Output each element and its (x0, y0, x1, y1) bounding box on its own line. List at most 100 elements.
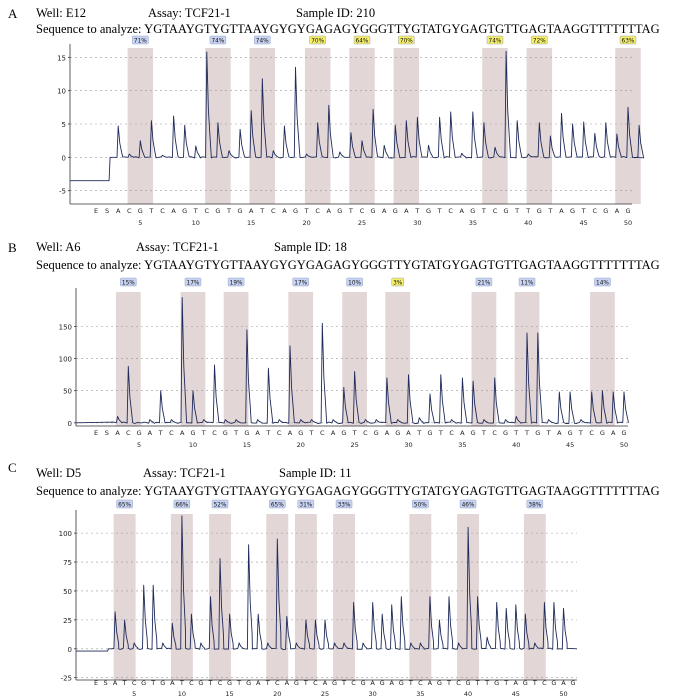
methylation-badge-box (353, 35, 371, 45)
dispensation-number: 50 (559, 690, 567, 698)
dispensation-letter: A (615, 207, 620, 215)
dispensation-letter: C (271, 207, 276, 215)
methylation-badge: 71% (132, 35, 149, 44)
dispensation-letter: C (313, 679, 318, 687)
dispensation-number: 10 (189, 441, 197, 449)
cpg-band (127, 48, 154, 204)
sequence-label: Sequence to analyze: YGTAAYGTYGTTAAYGYGY… (36, 22, 660, 36)
dispensation-number: 40 (512, 441, 520, 449)
dispensation-letter: A (559, 207, 564, 215)
dispensation-letter: G (371, 207, 376, 215)
methylation-badge: 66% (173, 499, 191, 508)
cpg-band (249, 48, 275, 204)
dispensation-letter: A (611, 429, 616, 437)
cpg-band (180, 292, 206, 426)
sequence-label: Sequence to analyze: YGTAAYGTYGTTAAYGYGY… (36, 484, 660, 498)
dispensation-letter: A (115, 429, 120, 437)
dispensation-letter: T (309, 429, 314, 437)
cpg-band (471, 292, 497, 426)
dispensation-letter: G (137, 429, 142, 437)
methylation-badge: 74% (209, 35, 227, 44)
dispensation-letter: C (275, 679, 280, 687)
dispensation-number: 15 (247, 219, 255, 227)
methylation-badge: 70% (398, 35, 415, 44)
methylation-badge-box (184, 277, 202, 287)
dispensation-letter: G (466, 679, 471, 687)
y-tick-label: -25 (61, 675, 72, 683)
methylation-badge-box (120, 277, 137, 287)
dispensation-letter: G (621, 429, 626, 437)
dispensation-letter: C (589, 429, 594, 437)
dispensation-number: 15 (243, 441, 251, 449)
dispensation-number: 25 (321, 690, 329, 698)
dispensation-letter: A (171, 207, 176, 215)
dispensation-letter: C (126, 429, 131, 437)
methylation-badge: 3% (391, 277, 404, 286)
pyrogram-trace (70, 50, 645, 182)
methylation-badge: 50% (412, 499, 429, 509)
dispensation-number: 40 (524, 219, 532, 227)
dispensation-letter: T (236, 679, 241, 687)
dispensation-letter: C (160, 207, 165, 215)
sample-id-label: Sample ID: 11 (279, 466, 352, 480)
dispensation-letter: G (399, 679, 404, 687)
dispensation-letter: T (348, 207, 353, 215)
dispensation-letter: T (547, 207, 552, 215)
dispensation-number: 50 (620, 441, 628, 449)
dispensation-letter: G (494, 679, 499, 687)
methylation-badge-box (412, 499, 429, 509)
methylation-percent: 14% (596, 280, 609, 286)
well-label: Well: D5 (36, 466, 82, 480)
y-tick-label: 150 (59, 324, 72, 332)
dispensation-number: 10 (178, 690, 186, 698)
dispensation-letter: A (390, 679, 395, 687)
dispensation-letter: T (207, 679, 212, 687)
dispensation-letter: T (513, 429, 518, 437)
dispensation-letter: C (492, 429, 497, 437)
y-tick-label: 10 (57, 88, 66, 96)
y-tick-label: 50 (63, 588, 72, 596)
dispensation-letter: C (320, 429, 325, 437)
methylation-badge-box (297, 499, 315, 509)
methylation-badge: 31% (297, 499, 315, 509)
dispensation-letter: C (363, 429, 368, 437)
dispensation-letter: T (525, 207, 530, 215)
dispensation-letter: T (150, 679, 155, 687)
y-tick-label: 100 (59, 530, 72, 538)
dispensation-number: 45 (580, 219, 588, 227)
y-tick-label: 0 (68, 420, 72, 428)
methylation-badge: 17% (184, 277, 202, 287)
assay-label: Assay: TCF21-1 (143, 466, 226, 480)
dispensation-letter: T (408, 679, 413, 687)
methylation-percent: 21% (477, 280, 490, 286)
dispensation-letter: A (460, 429, 465, 437)
dispensation-letter: C (277, 429, 282, 437)
dispensation-letter: T (341, 679, 346, 687)
dispensation-number: 20 (297, 441, 305, 449)
cpg-band (349, 48, 375, 204)
methylation-badge-box (116, 499, 133, 509)
dispensation-letter: A (255, 429, 260, 437)
dispensation-letter: C (132, 679, 137, 687)
methylation-badge-box (475, 277, 493, 287)
dispensation-letter: A (285, 679, 290, 687)
dispensation-letter: A (561, 679, 566, 687)
methylation-percent: 31% (299, 502, 312, 508)
dispensation-letter: A (327, 207, 332, 215)
dispensation-number: 35 (458, 441, 466, 449)
dispensation-letter: T (304, 207, 309, 215)
methylation-badge-box (335, 499, 353, 509)
methylation-percent: 52% (214, 502, 227, 508)
methylation-badge-box (211, 499, 229, 509)
dispensation-letter: T (581, 207, 586, 215)
methylation-badge-box (531, 35, 548, 45)
methylation-badge: 15% (120, 277, 137, 287)
methylation-badge: 52% (211, 499, 229, 509)
methylation-badge: 65% (269, 499, 286, 508)
panel-a: A Well: E12 Assay: TCF21-1 Sample ID: 21… (0, 0, 700, 236)
dispensation-letter: G (504, 207, 509, 215)
cpg-band (482, 48, 508, 204)
assay-label: Assay: TCF21-1 (136, 240, 219, 254)
dispensation-letter: T (578, 429, 583, 437)
dispensation-letter: A (331, 429, 336, 437)
